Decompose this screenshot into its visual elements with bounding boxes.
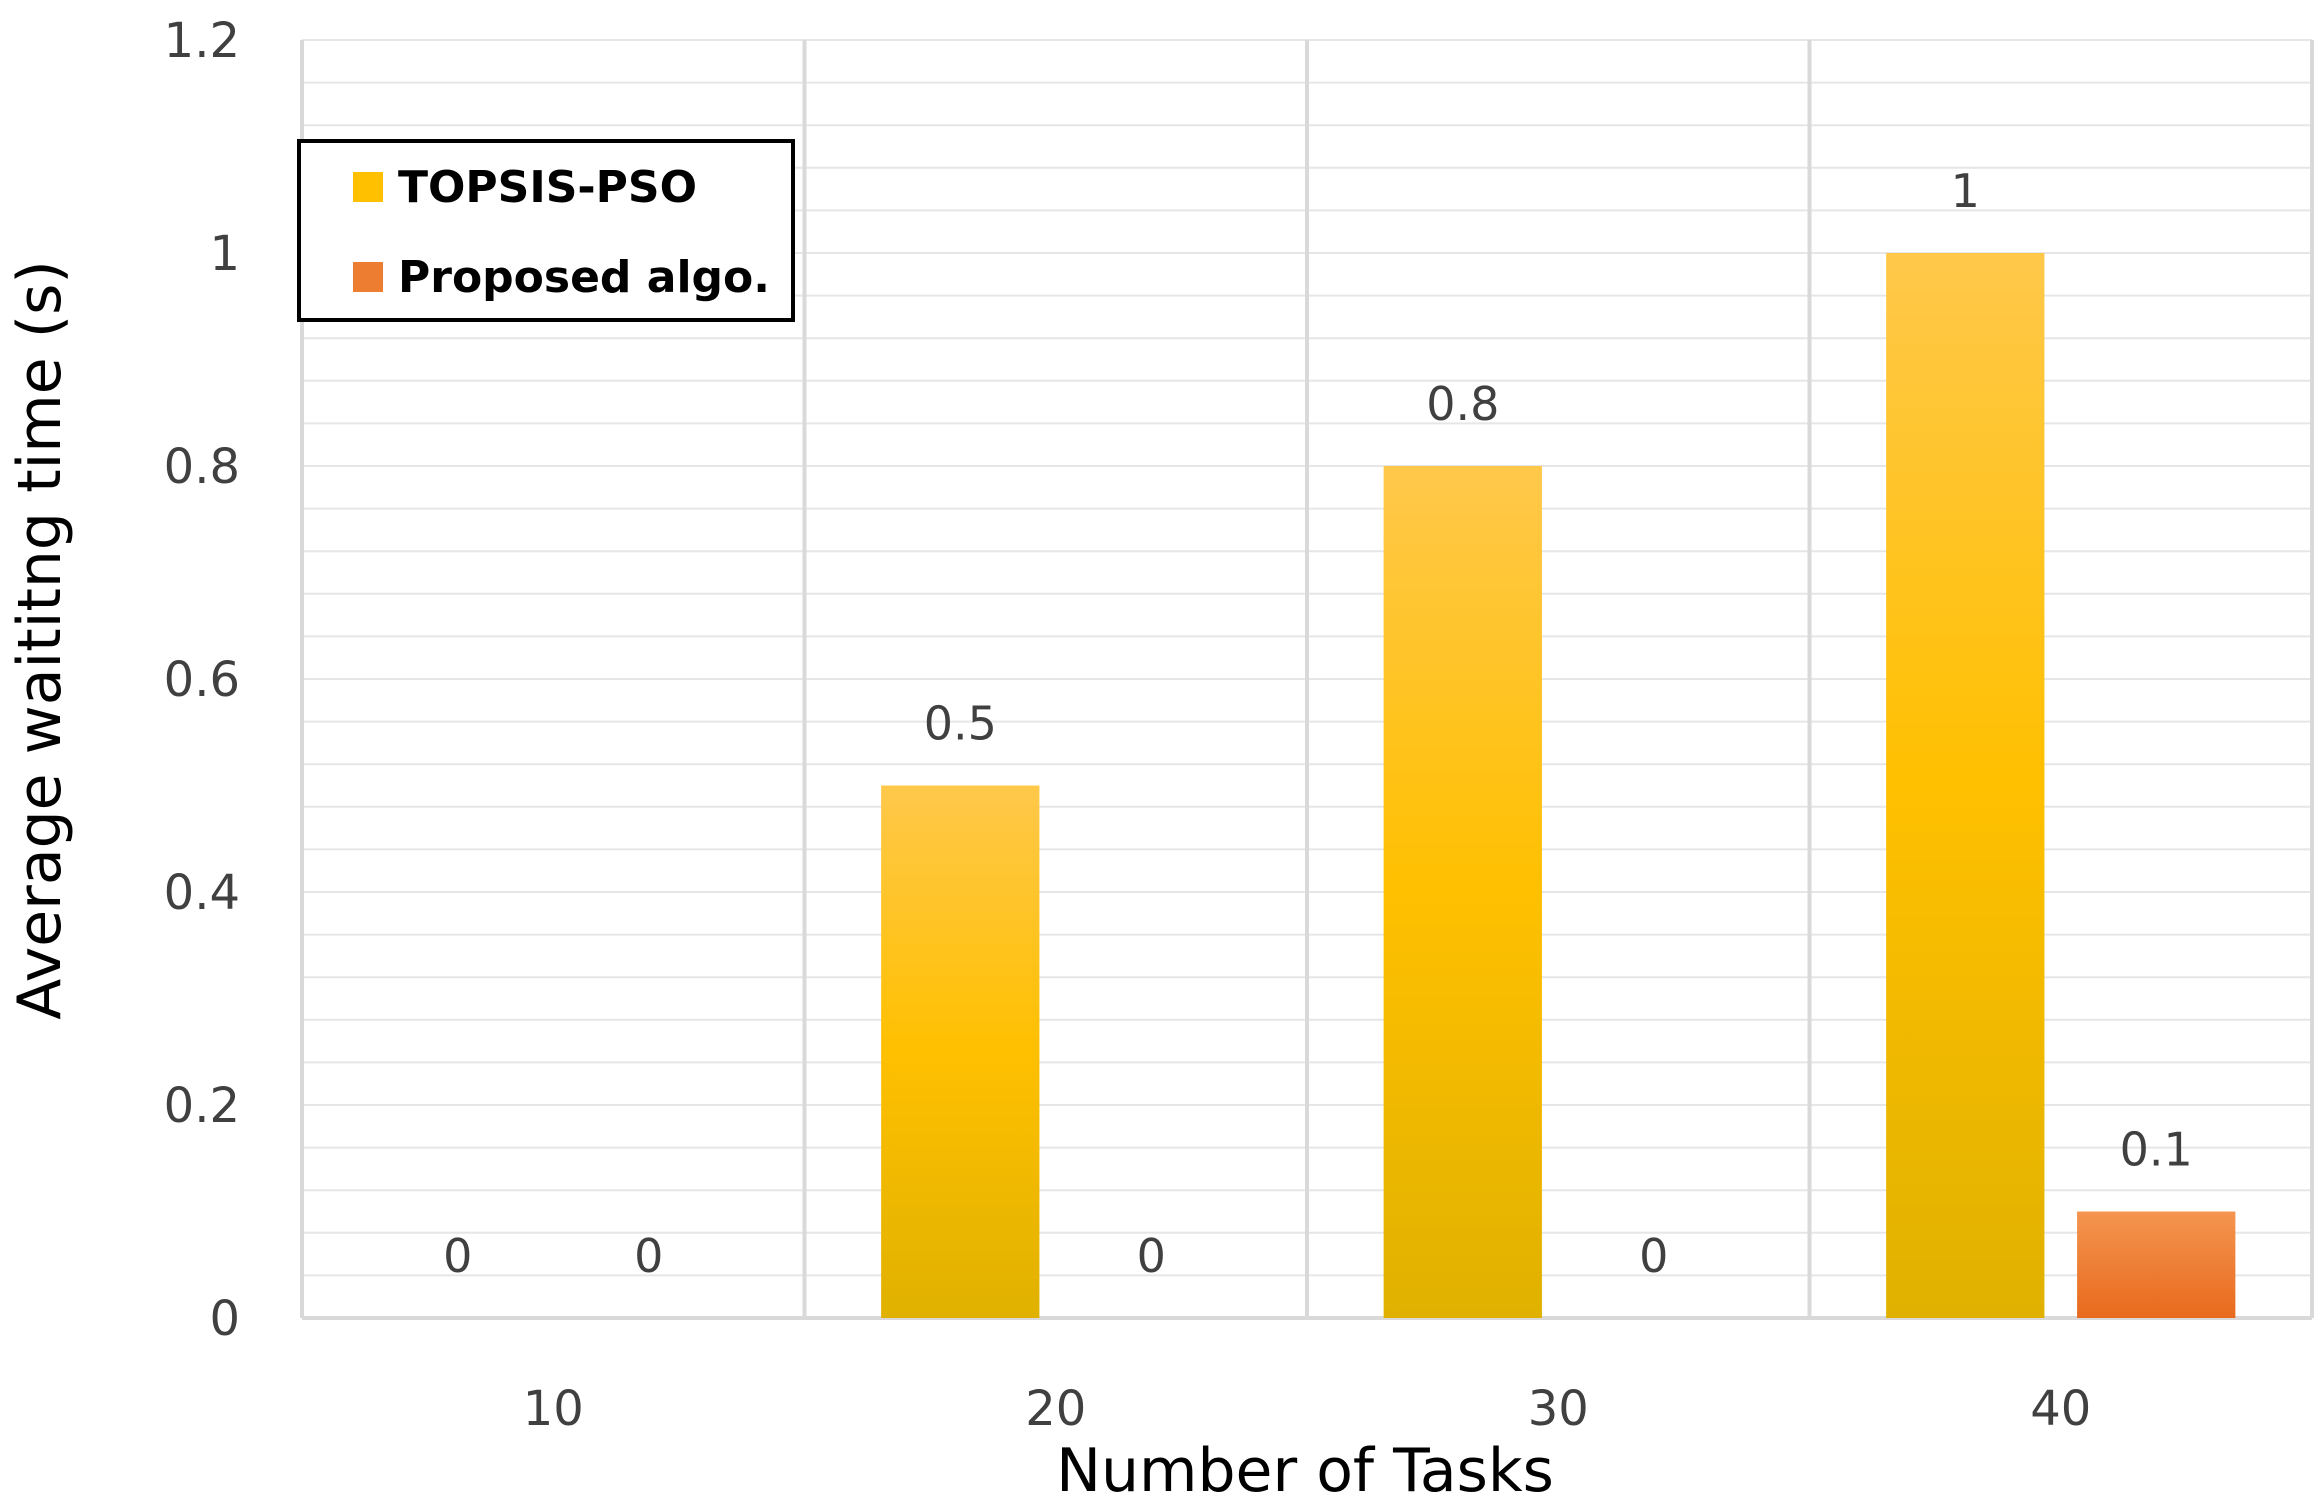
bar-topsis-pso-30	[1383, 466, 1542, 1318]
y-tick-label: 0.2	[164, 1078, 240, 1134]
data-label: 0.5	[924, 697, 997, 751]
bar-topsis-pso-20	[881, 785, 1040, 1318]
legend-label-proposed-algo: Proposed algo.	[398, 252, 770, 303]
data-label: 0.1	[2120, 1123, 2193, 1177]
y-tick-label: 0.4	[164, 865, 240, 921]
x-tick-label: 10	[523, 1381, 584, 1437]
data-label: 0	[1639, 1229, 1668, 1283]
bars	[881, 253, 2236, 1318]
legend-swatch-proposed-algo	[353, 262, 383, 292]
bar-topsis-pso-40	[1886, 253, 2045, 1318]
x-axis-title: Number of Tasks	[1056, 1436, 1554, 1506]
data-label: 0	[634, 1229, 663, 1283]
y-tick-label: 0.8	[164, 439, 240, 495]
data-label: 0.8	[1426, 377, 1499, 431]
data-label: 1	[1951, 164, 1980, 218]
x-axis-ticks: 10 20 30 40	[523, 1381, 2092, 1437]
data-labels: 0 0.5 0.8 1 0 0 0 0.1	[443, 164, 2193, 1283]
y-axis-title: Average waititng time (s)	[5, 260, 75, 1020]
y-tick-label: 0	[209, 1291, 240, 1347]
y-tick-label: 1	[209, 226, 240, 282]
data-label: 0	[443, 1229, 472, 1283]
legend-swatch-topsis-pso	[353, 172, 383, 202]
data-label: 0	[1137, 1229, 1166, 1283]
y-axis-ticks: 0 0.2 0.4 0.6 0.8 1 1.2	[164, 13, 240, 1347]
y-tick-label: 0.6	[164, 652, 240, 708]
y-tick-label: 1.2	[164, 13, 240, 69]
x-tick-label: 20	[1025, 1381, 1086, 1437]
x-tick-label: 40	[2030, 1381, 2091, 1437]
legend: TOPSIS-PSO Proposed algo.	[297, 139, 795, 322]
x-tick-label: 30	[1528, 1381, 1589, 1437]
bar-proposed-algo-40	[2077, 1211, 2236, 1318]
legend-label-topsis-pso: TOPSIS-PSO	[398, 162, 697, 213]
